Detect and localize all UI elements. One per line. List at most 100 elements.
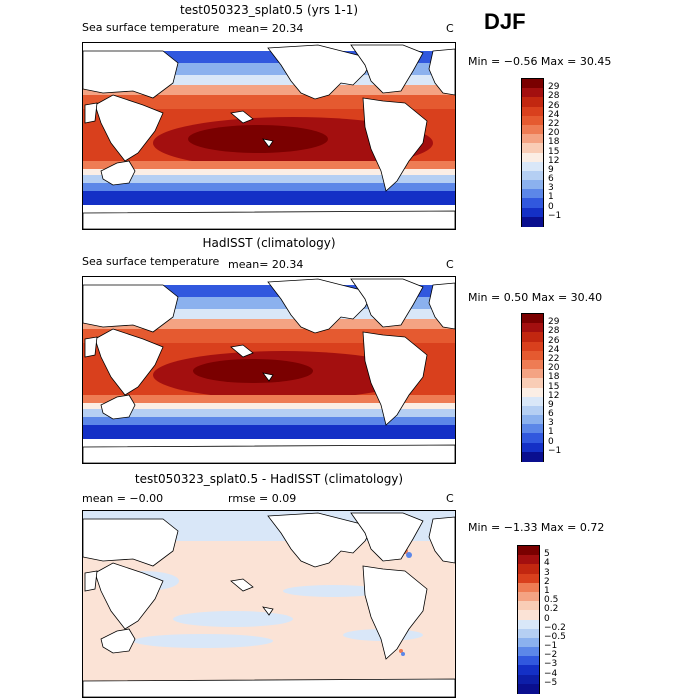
panel-title: test050323_splat0.5 (yrs 1-1) (179, 3, 359, 17)
colorbar-swatch (518, 628, 539, 639)
colorbar-labels: 29 28 26 24 22 20 18 15 12 9 6 3 1 0 −1 (546, 313, 586, 460)
colorbar-tick-label: 1 (548, 427, 554, 438)
colorbar-tick-label: 0 (544, 613, 550, 624)
colorbar-swatch (518, 637, 539, 648)
colorbar-swatch (522, 405, 543, 416)
colorbar-swatch (522, 369, 543, 379)
colorbar-tick-label: 1 (544, 585, 550, 596)
sst-map-diff (82, 510, 456, 698)
mean-value: mean= 20.34 (228, 258, 304, 271)
colorbar-tick-label: 0 (548, 201, 554, 212)
colorbar-tick-label: 22 (548, 353, 560, 364)
colorbar-tick-label: −3 (544, 659, 558, 670)
colorbar-swatch (522, 314, 543, 324)
colorbar-tick-label: −4 (544, 668, 558, 679)
colorbar-tick-label: 15 (548, 146, 560, 157)
colorbar-tick-label: −0.5 (544, 631, 566, 642)
colorbar-tick-label: 26 (548, 100, 560, 111)
colorbar-swatch (518, 591, 539, 602)
colorbar-tick-label: 0.5 (544, 595, 559, 606)
colorbar-swatch (518, 619, 539, 630)
colorbar-swatch (522, 161, 543, 172)
colorbar-tick-label: 24 (548, 344, 560, 355)
colorbar-tick-label: 12 (548, 155, 560, 166)
colorbar-swatch (522, 143, 543, 153)
colorbar-swatch (518, 610, 539, 620)
colorbar-swatch (522, 341, 543, 352)
colorbar-swatch (522, 124, 543, 135)
colorbar-tick-label: 22 (548, 118, 560, 129)
sst-map-obs (82, 276, 456, 464)
colorbar-swatch (518, 683, 539, 694)
colorbar-swatch (522, 134, 543, 144)
colorbar-tick-label: 1 (548, 192, 554, 203)
rmse-value: rmse = 0.09 (228, 492, 297, 505)
colorbar-swatch (518, 656, 539, 666)
colorbar-tick-label: 0 (548, 436, 554, 447)
colorbar-tick-label: 18 (548, 372, 560, 383)
colorbar-tick-label: 9 (548, 399, 554, 410)
panel-title: test050323_splat0.5 - HadISST (climatolo… (134, 472, 404, 486)
colorbar-tick-label: 26 (548, 335, 560, 346)
colorbar-swatch (522, 198, 543, 209)
colorbar-tick-label: 29 (548, 82, 560, 93)
colorbar-swatch (518, 555, 539, 565)
colorbar-tick-label: 28 (548, 91, 560, 102)
colorbar-tick-label: 3 (544, 567, 550, 578)
units-label: C (446, 22, 454, 35)
colorbar-labels: 5 4 3 2 1 0.5 0.2 0 −0.2 −0.5 −1 −2 −3 −4 −5 (542, 545, 588, 692)
colorbar-tick-label: −5 (544, 677, 558, 688)
panel-title: HadISST (climatology) (202, 236, 336, 250)
colorbar-tick-label: −1 (544, 641, 558, 652)
colorbar-tick-label: 29 (548, 317, 560, 328)
colorbar-swatch (522, 115, 543, 126)
colorbar-swatch (522, 378, 543, 388)
colorbar-swatch (518, 674, 539, 685)
colorbar-tick-label: 28 (548, 326, 560, 337)
mean-value: mean= 20.34 (228, 22, 304, 35)
colorbar-swatch (522, 216, 543, 227)
colorbar-tick-label: 6 (548, 409, 554, 420)
colorbar-swatch (522, 359, 543, 370)
colorbar-tick-label: 20 (548, 363, 560, 374)
colorbar-tick-label: 6 (548, 174, 554, 185)
colorbar-swatch (522, 323, 543, 333)
colorbar-tick-label: 20 (548, 128, 560, 139)
colorbar-swatch (518, 564, 539, 575)
mean-value: mean = −0.00 (82, 492, 164, 505)
colorbar-swatch (522, 433, 543, 444)
variable-label: Sea surface temperature (82, 255, 220, 268)
colorbar-swatch (518, 647, 539, 657)
colorbar-swatch (522, 387, 543, 398)
colorbar-tick-label: −1 (548, 210, 562, 221)
colorbar-swatch (522, 207, 543, 218)
colorbar-swatch (518, 665, 539, 676)
colorbar-tick-label: 9 (548, 164, 554, 175)
colorbar-swatch (522, 180, 543, 190)
colorbar-tick-label: 15 (548, 381, 560, 392)
colorbar-swatch (518, 546, 539, 556)
variable-label: Sea surface temperature (82, 21, 220, 34)
colorbar-tick-label: 4 (544, 558, 550, 569)
colorbar-swatch (518, 573, 539, 584)
colorbar-swatch (522, 396, 543, 407)
colorbar-diff (517, 545, 540, 694)
colorbar-tick-label: −1 (548, 445, 562, 456)
colorbar-obs (521, 313, 544, 462)
colorbar-swatch (522, 424, 543, 434)
colorbar-tick-label: 18 (548, 137, 560, 148)
colorbar-tick-label: 24 (548, 109, 560, 120)
colorbar-swatch (522, 189, 543, 199)
colorbar-tick-label: −0.2 (544, 622, 566, 633)
min-max-text: Min = −1.33 Max = 0.72 (468, 521, 605, 534)
colorbar-swatch (518, 601, 539, 611)
colorbar-swatch (522, 332, 543, 343)
colorbar-swatch (518, 582, 539, 593)
units-label: C (446, 258, 454, 271)
min-max-text: Min = −0.56 Max = 30.45 (468, 55, 612, 68)
season-label: DJF (484, 9, 526, 34)
colorbar-swatch (522, 442, 543, 453)
colorbar-swatch (522, 415, 543, 425)
colorbar-swatch (522, 152, 543, 163)
colorbar-model (521, 78, 544, 227)
